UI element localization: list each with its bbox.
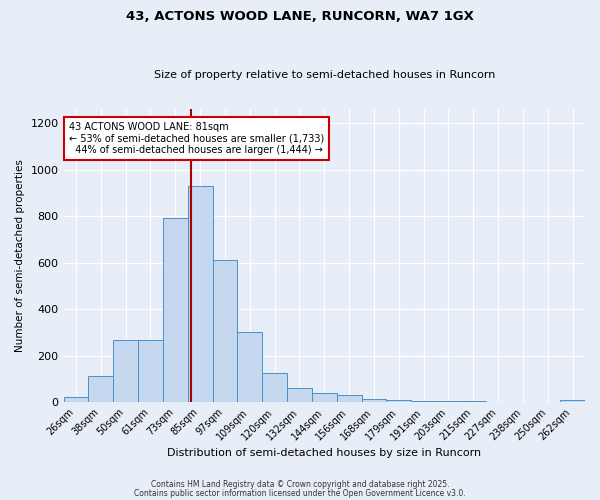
Text: 43 ACTONS WOOD LANE: 81sqm
← 53% of semi-detached houses are smaller (1,733)
  4: 43 ACTONS WOOD LANE: 81sqm ← 53% of semi… [69,122,324,156]
Bar [560,400,585,402]
Bar [436,401,461,402]
Bar [262,373,287,402]
Bar [64,398,88,402]
Bar [88,376,113,402]
Bar [113,340,138,402]
Title: Size of property relative to semi-detached houses in Runcorn: Size of property relative to semi-detach… [154,70,495,81]
Bar [337,395,362,402]
Bar [287,388,312,402]
Bar [411,401,436,402]
Bar [386,400,411,402]
Bar [312,393,337,402]
Bar [362,398,386,402]
Text: 43, ACTONS WOOD LANE, RUNCORN, WA7 1GX: 43, ACTONS WOOD LANE, RUNCORN, WA7 1GX [126,10,474,23]
Bar [238,332,262,402]
Text: Contains public sector information licensed under the Open Government Licence v3: Contains public sector information licen… [134,488,466,498]
Bar [163,218,188,402]
Bar [212,260,238,402]
X-axis label: Distribution of semi-detached houses by size in Runcorn: Distribution of semi-detached houses by … [167,448,481,458]
Text: Contains HM Land Registry data © Crown copyright and database right 2025.: Contains HM Land Registry data © Crown c… [151,480,449,489]
Bar [138,340,163,402]
Bar [188,186,212,402]
Y-axis label: Number of semi-detached properties: Number of semi-detached properties [15,159,25,352]
